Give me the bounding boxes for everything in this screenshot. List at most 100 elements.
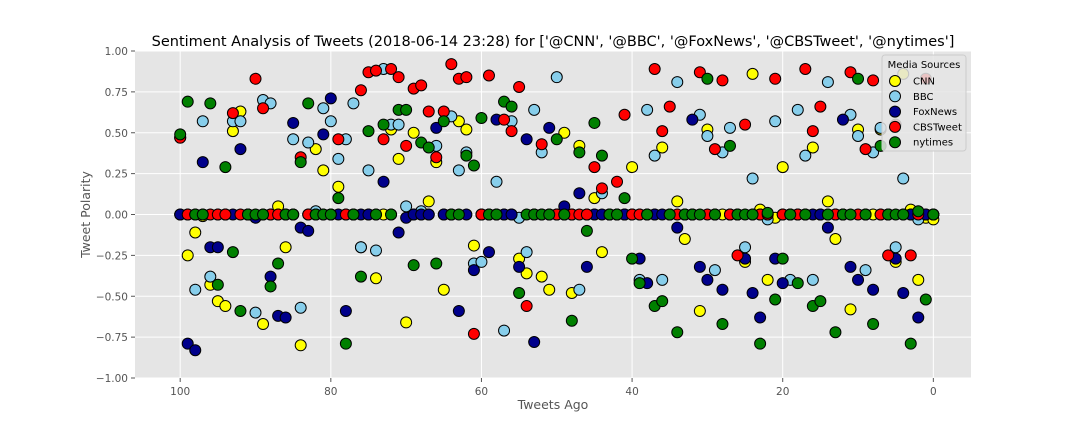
data-point [543, 208, 556, 221]
y-tick-label: 1.00 [105, 46, 128, 58]
data-point [829, 233, 842, 246]
data-point [354, 84, 367, 97]
y-tick-label: −0.25 [96, 250, 128, 262]
y-tick-label: 0.50 [105, 128, 128, 140]
data-point [595, 149, 608, 162]
data-point [257, 102, 270, 115]
data-point [595, 182, 608, 195]
data-point [362, 164, 375, 177]
data-point [656, 273, 669, 286]
data-point [844, 208, 857, 221]
data-point [784, 208, 797, 221]
data-point [482, 246, 495, 259]
data-point [528, 103, 541, 116]
data-point [422, 105, 435, 118]
data-point [430, 151, 443, 164]
data-point [181, 337, 194, 350]
data-point [814, 295, 827, 308]
data-point [377, 133, 390, 146]
data-point [746, 208, 759, 221]
legend-item-bbc: BBC [889, 90, 934, 103]
data-point [904, 249, 917, 262]
data-point [287, 116, 300, 129]
data-point [708, 143, 721, 156]
data-point [513, 286, 526, 299]
data-point [528, 336, 541, 349]
data-point [362, 125, 375, 138]
data-point [580, 224, 593, 237]
data-point [588, 161, 601, 174]
data-point [226, 107, 239, 120]
data-point [859, 143, 872, 156]
data-point [234, 304, 247, 317]
data-point [882, 249, 895, 262]
data-point [799, 62, 812, 75]
data-point [272, 257, 285, 270]
data-point [686, 113, 699, 126]
data-point [671, 76, 684, 89]
data-point [656, 295, 669, 308]
data-point [467, 239, 480, 252]
data-point [927, 208, 940, 221]
data-point [332, 152, 345, 165]
data-point [257, 208, 270, 221]
data-point [174, 128, 187, 141]
data-point [799, 208, 812, 221]
legend-items: CNN BBC FoxNews CBSTweet nytimes [889, 75, 962, 149]
data-point [437, 283, 450, 296]
data-point [370, 208, 383, 221]
data-point [776, 161, 789, 174]
data-point [204, 97, 217, 110]
data-point [219, 161, 232, 174]
data-point [565, 314, 578, 327]
legend: Media Sources CNN BBC FoxNews CBSTweet nytim… [881, 54, 967, 152]
data-point [324, 208, 337, 221]
data-point [844, 303, 857, 316]
data-point [482, 69, 495, 82]
data-point [234, 115, 247, 128]
data-point [452, 304, 465, 317]
data-point [693, 304, 706, 317]
data-point [354, 270, 367, 283]
data-point [309, 143, 322, 156]
data-point [535, 270, 548, 283]
data-point [558, 126, 571, 139]
data-point [701, 72, 714, 85]
data-point [370, 272, 383, 285]
data-point [708, 264, 721, 277]
data-point [821, 221, 834, 234]
data-point [467, 327, 480, 340]
data-point [769, 72, 782, 85]
x-tick-label: 60 [475, 386, 488, 398]
data-point [287, 208, 300, 221]
data-point [234, 143, 247, 156]
data-point [452, 208, 465, 221]
chart-title: Sentiment Analysis of Tweets (2018-06-14… [152, 34, 955, 50]
legend-item-cnn: CNN [889, 75, 935, 88]
data-point [693, 66, 706, 79]
data-point [746, 286, 759, 299]
data-point [196, 156, 209, 169]
data-point [339, 304, 352, 317]
data-point [498, 324, 511, 337]
data-point [196, 208, 209, 221]
legend-item-nytimes: nytimes [889, 136, 953, 149]
data-point [701, 273, 714, 286]
data-point [385, 208, 398, 221]
data-point [723, 121, 736, 134]
data-point [294, 156, 307, 169]
data-point [317, 128, 330, 141]
x-tick-label: 100 [170, 386, 190, 398]
y-axis-label: Tweet Polarity [78, 170, 93, 258]
data-point [324, 115, 337, 128]
data-point [746, 67, 759, 80]
data-point [302, 224, 315, 237]
data-point [611, 175, 624, 188]
x-tick-label: 20 [776, 386, 789, 398]
data-point [761, 206, 774, 219]
data-point [611, 208, 624, 221]
data-point [821, 208, 834, 221]
data-point [219, 300, 232, 313]
data-point [867, 318, 880, 331]
data-point [415, 79, 428, 92]
